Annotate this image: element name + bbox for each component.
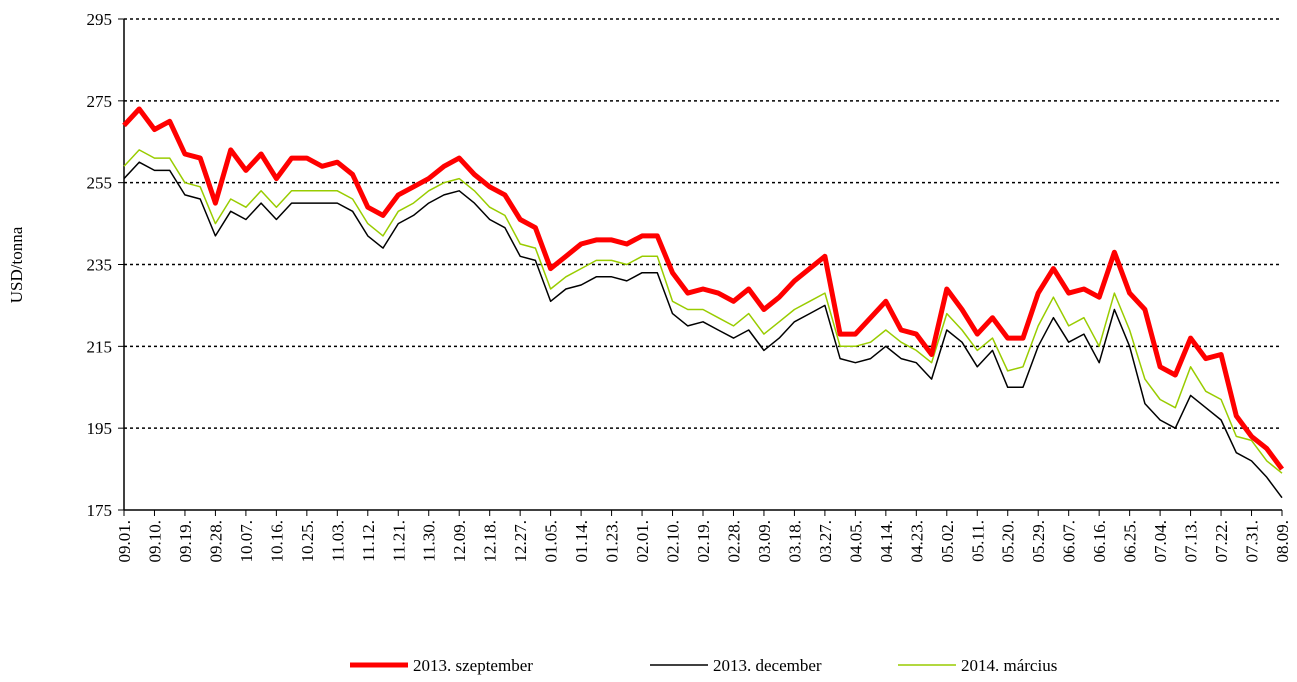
x-tick-label: 07.04.	[1151, 520, 1170, 563]
x-tick-label: 01.05.	[542, 520, 561, 563]
legend-label: 2014. március	[961, 656, 1057, 675]
x-tick-label: 02.01.	[633, 520, 652, 563]
y-tick-label: 255	[87, 174, 113, 193]
y-tick-label: 295	[87, 10, 113, 29]
x-tick-label: 11.03.	[328, 520, 347, 562]
x-tick-label: 06.25.	[1121, 520, 1140, 563]
x-tick-label: 03.09.	[755, 520, 774, 563]
x-tick-label: 05.11.	[968, 520, 987, 562]
x-tick-label: 02.10.	[664, 520, 683, 563]
x-tick-label: 02.28.	[724, 520, 743, 563]
legend-label: 2013. szeptember	[413, 656, 533, 675]
x-tick-label: 09.01.	[115, 520, 134, 563]
x-tick-label: 04.14.	[877, 520, 896, 563]
x-tick-label: 06.07.	[1060, 520, 1079, 563]
x-tick-label: 07.31.	[1243, 520, 1262, 563]
x-tick-label: 07.13.	[1182, 520, 1201, 563]
x-tick-label: 12.09.	[450, 520, 469, 563]
x-tick-label: 11.21.	[389, 520, 408, 562]
x-tick-label: 11.12.	[359, 520, 378, 562]
x-tick-label: 09.28.	[206, 520, 225, 563]
x-tick-label: 10.16.	[267, 520, 286, 563]
y-tick-label: 175	[87, 501, 113, 520]
y-tick-label: 235	[87, 256, 113, 275]
x-tick-label: 02.19.	[694, 520, 713, 563]
x-tick-label: 05.29.	[1029, 520, 1048, 563]
x-tick-label: 04.05.	[846, 520, 865, 563]
series-line	[122, 106, 1285, 471]
x-tick-label: 04.23.	[907, 520, 926, 563]
x-tick-label: 01.23.	[603, 520, 622, 563]
y-axis-label: USD/tonna	[7, 226, 26, 303]
x-tick-label: 03.27.	[816, 520, 835, 563]
x-tick-label: 08.09.	[1273, 520, 1292, 563]
y-tick-label: 215	[87, 337, 113, 356]
x-tick-label: 09.19.	[176, 520, 195, 563]
x-tick-label: 07.22.	[1212, 520, 1231, 563]
x-tick-label: 12.27.	[511, 520, 530, 563]
x-tick-label: 10.07.	[237, 520, 256, 563]
x-tick-label: 01.14.	[572, 520, 591, 563]
series-line	[123, 149, 1283, 474]
series-line	[123, 161, 1283, 499]
x-tick-label: 03.18.	[785, 520, 804, 563]
x-tick-label: 10.25.	[298, 520, 317, 563]
legend-label: 2013. december	[713, 656, 822, 675]
x-tick-label: 12.18.	[481, 520, 500, 563]
x-tick-label: 11.30.	[420, 520, 439, 562]
x-tick-label: 09.10.	[145, 520, 164, 563]
x-tick-label: 05.02.	[938, 520, 957, 563]
y-tick-label: 275	[87, 92, 113, 111]
x-tick-label: 05.20.	[999, 520, 1018, 563]
y-tick-label: 195	[87, 419, 113, 438]
x-tick-label: 06.16.	[1090, 520, 1109, 563]
